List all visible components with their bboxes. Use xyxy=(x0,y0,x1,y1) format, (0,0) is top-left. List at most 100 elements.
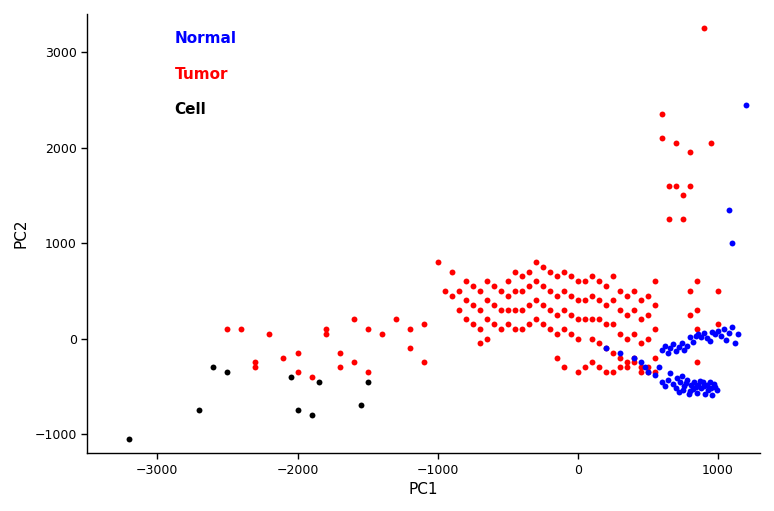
Point xyxy=(695,384,707,392)
Point xyxy=(460,315,472,323)
Point xyxy=(579,363,591,371)
Point xyxy=(649,354,661,362)
Point xyxy=(550,311,563,319)
Point xyxy=(628,306,640,314)
Point xyxy=(711,386,723,394)
Point xyxy=(614,306,626,314)
Point xyxy=(502,277,514,285)
Point xyxy=(515,325,528,333)
Point xyxy=(509,306,521,314)
Point xyxy=(699,390,711,398)
Point xyxy=(691,277,704,285)
Point xyxy=(515,272,528,281)
Point xyxy=(664,344,676,352)
Point xyxy=(123,435,135,443)
Point xyxy=(586,272,598,281)
Point xyxy=(235,325,248,333)
Point xyxy=(628,330,640,338)
Point xyxy=(721,336,733,344)
Point xyxy=(417,358,430,366)
Point xyxy=(495,306,507,314)
Point xyxy=(593,339,605,347)
Point xyxy=(690,383,702,391)
Point xyxy=(700,334,713,342)
Point xyxy=(361,378,374,386)
Point xyxy=(731,330,744,338)
Point xyxy=(642,291,654,299)
Point xyxy=(635,296,647,305)
Point xyxy=(453,306,465,314)
Point xyxy=(621,311,633,319)
Point xyxy=(683,387,696,395)
Point xyxy=(698,329,711,337)
Point xyxy=(709,383,721,391)
Point xyxy=(712,320,724,328)
Point xyxy=(481,315,493,323)
Point xyxy=(670,182,682,190)
Point xyxy=(678,346,690,354)
Point xyxy=(691,358,704,366)
Point xyxy=(717,325,730,333)
Y-axis label: PC2: PC2 xyxy=(14,219,29,248)
Point xyxy=(305,373,317,381)
Point xyxy=(635,315,647,323)
Point xyxy=(695,333,707,341)
Point xyxy=(536,263,549,271)
Point xyxy=(557,325,570,333)
Point xyxy=(502,291,514,299)
Point xyxy=(600,344,612,352)
Point xyxy=(662,349,674,357)
Point xyxy=(446,291,458,299)
Point xyxy=(389,315,402,323)
Point xyxy=(529,277,542,285)
Point xyxy=(676,371,688,380)
Point xyxy=(557,306,570,314)
Point xyxy=(687,385,699,393)
Point xyxy=(676,215,689,223)
Point xyxy=(348,315,360,323)
Point xyxy=(550,272,563,281)
Point xyxy=(600,282,612,290)
Point xyxy=(467,320,479,328)
Point xyxy=(536,301,549,309)
Point xyxy=(664,369,676,377)
Point xyxy=(681,376,694,384)
Point xyxy=(628,358,640,366)
Point xyxy=(460,296,472,305)
Point xyxy=(621,335,633,343)
Point xyxy=(656,378,668,386)
Point xyxy=(676,386,689,394)
Point xyxy=(313,378,325,386)
Point xyxy=(698,24,711,32)
Point xyxy=(320,330,332,338)
Point xyxy=(614,354,626,362)
Point xyxy=(572,335,584,343)
Point xyxy=(600,301,612,309)
X-axis label: PC1: PC1 xyxy=(409,482,438,497)
Point xyxy=(670,347,682,355)
Point xyxy=(642,311,654,319)
Point xyxy=(683,333,696,341)
Point xyxy=(572,315,584,323)
Point xyxy=(649,277,661,285)
Point xyxy=(502,320,514,328)
Point xyxy=(621,358,633,366)
Point xyxy=(740,101,752,109)
Point xyxy=(249,358,262,366)
Point xyxy=(593,296,605,305)
Point xyxy=(291,349,303,357)
Point xyxy=(334,363,346,371)
Point xyxy=(698,382,711,390)
Point xyxy=(667,340,680,349)
Point xyxy=(291,368,303,376)
Point xyxy=(481,277,493,285)
Point xyxy=(543,325,556,333)
Point xyxy=(707,380,720,388)
Point xyxy=(550,330,563,338)
Point xyxy=(692,330,704,338)
Point xyxy=(621,363,633,371)
Point xyxy=(586,335,598,343)
Point xyxy=(621,291,633,299)
Point xyxy=(586,315,598,323)
Point xyxy=(467,282,479,290)
